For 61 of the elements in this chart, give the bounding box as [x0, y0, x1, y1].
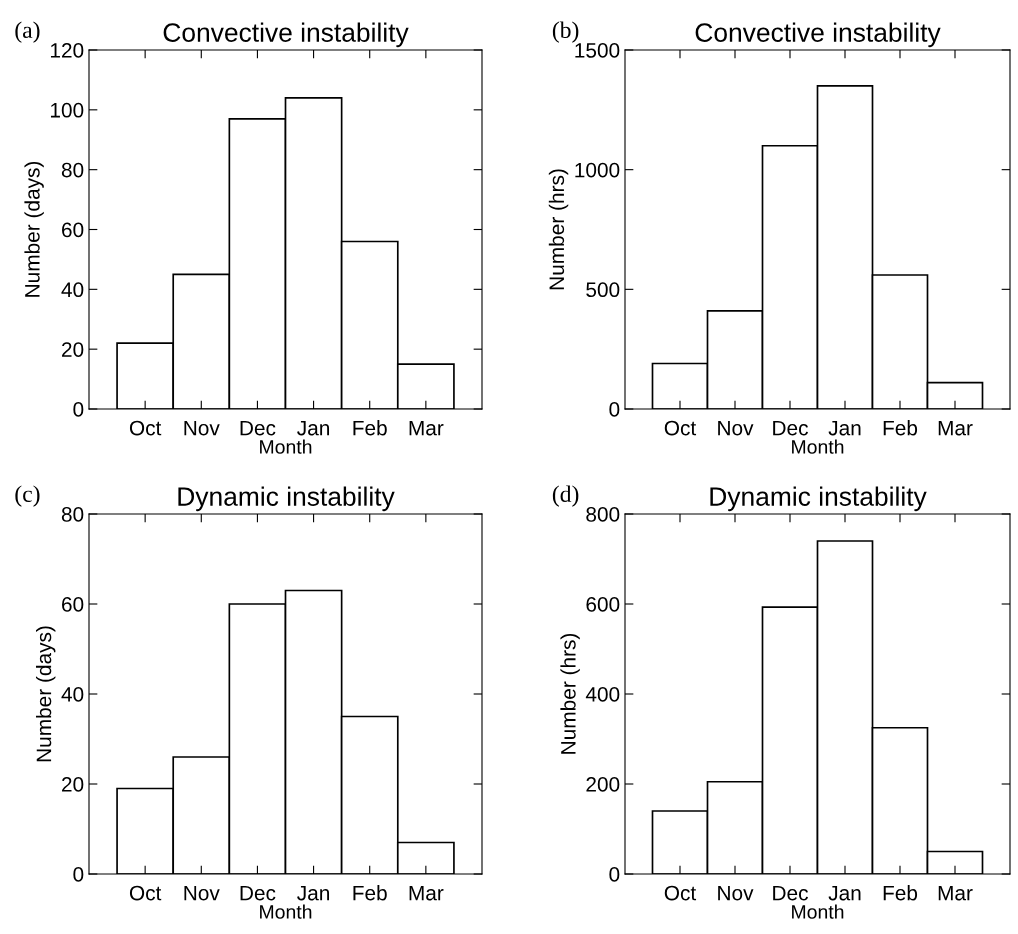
chart-title: Dynamic instability	[710, 486, 927, 512]
x-tick-label: Jan	[297, 420, 330, 436]
y-tick-label: 0	[609, 402, 620, 417]
x-tick-label: Nov	[184, 420, 220, 436]
y-tick-label: 60	[62, 222, 84, 238]
x-tick-label: Dec	[773, 420, 808, 436]
x-tick-label: Oct	[664, 420, 697, 436]
y-tick-label: 100	[50, 102, 84, 118]
x-tick-label: Dec	[773, 885, 808, 901]
chart-title: Convective instability	[695, 22, 941, 48]
y-tick-label: 120	[50, 43, 84, 58]
x-tick-label: Mar	[938, 885, 973, 901]
y-tick-label: 500	[586, 282, 620, 298]
x-tick-label: Dec	[240, 420, 276, 436]
x-axis-title: Month	[260, 439, 312, 454]
x-tick-label: Mar	[938, 420, 973, 436]
x-tick-label: Nov	[718, 885, 754, 901]
x-tick-label: Jan	[828, 420, 861, 436]
y-tick-label: 80	[61, 507, 84, 522]
chart-title: Convective instability	[163, 22, 409, 48]
y-tick-label: 80	[61, 162, 84, 178]
y-tick-label: 1000	[575, 162, 620, 178]
y-axis-title: Number (days)	[35, 626, 56, 762]
text: (c)	[15, 485, 40, 507]
text: (b)	[552, 21, 579, 43]
y-axis-title: Number (hrs)	[560, 633, 580, 754]
text: (d)	[552, 485, 579, 507]
x-tick-label: Oct	[129, 885, 162, 901]
y-tick-label: 400	[585, 687, 620, 702]
y-tick-label: 20	[62, 342, 84, 357]
y-tick-label: 800	[586, 507, 620, 522]
x-tick-label: Jan	[828, 885, 861, 901]
y-axis-title: Number (hrs)	[548, 169, 569, 290]
y-tick-label: 1500	[575, 43, 620, 58]
x-tick-label: Mar	[409, 420, 444, 436]
x-tick-label: Nov	[718, 420, 754, 436]
y-tick-label: 40	[61, 687, 84, 702]
y-tick-label: 40	[61, 282, 84, 298]
text: (a)	[15, 21, 40, 43]
y-axis-title: Number (days)	[24, 161, 44, 297]
y-tick-label: 200	[586, 777, 620, 792]
y-tick-label: 0	[73, 867, 84, 882]
x-tick-label: Feb	[883, 885, 918, 901]
x-tick-label: Oct	[664, 885, 697, 901]
x-axis-title: Month	[260, 904, 312, 919]
x-tick-label: Feb	[353, 420, 387, 436]
y-tick-label: 0	[609, 867, 620, 882]
x-tick-label: Mar	[409, 885, 444, 901]
y-tick-label: 0	[73, 402, 84, 417]
x-axis-title: Month	[792, 904, 844, 919]
x-axis-title: Month	[792, 439, 844, 454]
x-tick-label: Jan	[297, 885, 330, 901]
x-tick-label: Feb	[883, 420, 918, 436]
x-tick-label: Feb	[353, 885, 387, 901]
x-tick-label: Oct	[129, 420, 162, 436]
y-tick-label: 20	[62, 777, 84, 792]
y-tick-label: 60	[62, 597, 84, 612]
x-tick-label: Nov	[184, 885, 220, 901]
y-tick-label: 600	[586, 597, 620, 612]
x-tick-label: Dec	[240, 885, 276, 901]
chart-title: Dynamic instability	[178, 486, 395, 512]
